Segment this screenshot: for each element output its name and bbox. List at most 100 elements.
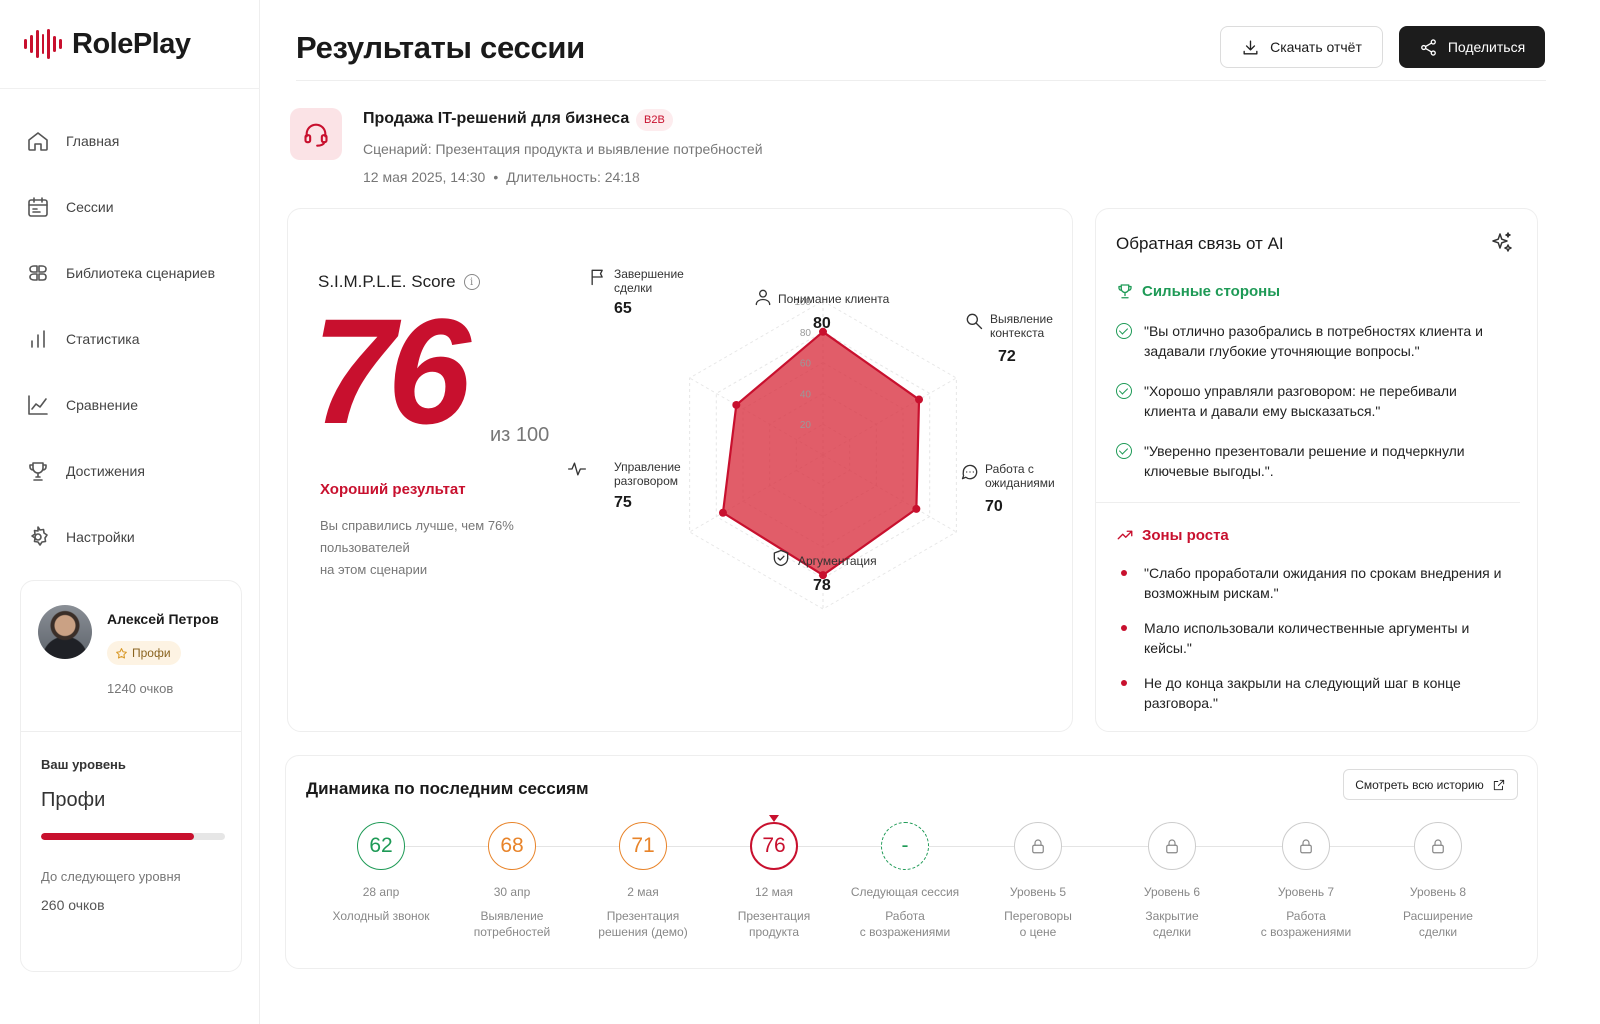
session-score-circle: 62 [357, 822, 405, 870]
timeline-name: Закрытие сделки [1145, 909, 1199, 939]
radar-tick-label: 40 [800, 389, 812, 400]
sidebar-item-statistics[interactable]: Статистика [26, 306, 246, 372]
check-circle-icon [1116, 383, 1132, 399]
timeline-node[interactable]: Уровень 7 Работа с возражениями [1231, 822, 1381, 940]
growth-heading: Зоны роста [1116, 526, 1229, 544]
level-name: Профи [41, 789, 106, 811]
growth-text: Мало использовали количественные аргумен… [1144, 620, 1470, 656]
sidebar-item-sessions[interactable]: Сессии [26, 174, 246, 240]
timeline-name: Презентация решения (демо) [598, 909, 688, 939]
session-title: Продажа IT-решений для бизнеса [363, 110, 630, 127]
level-badge: Профи [107, 641, 181, 665]
strength-text: "Уверенно презентовали решение и подчерк… [1144, 443, 1465, 479]
level-progress-fill [41, 833, 194, 840]
radar-tick-label: 60 [800, 359, 812, 370]
timeline-name: Переговоры о цене [1004, 909, 1072, 939]
download-icon [1243, 39, 1258, 55]
calendar-icon [28, 197, 48, 217]
timeline-node[interactable]: 68 30 апр Выявление потребностей [437, 822, 587, 940]
session-score-value: 76 [762, 834, 786, 857]
timeline-node[interactable]: 71 2 мая Презентация решения (демо) [568, 822, 718, 940]
growth-item: Не до конца закрыли на следующий шаг в к… [1116, 673, 1506, 713]
sidebar-item-label: Библиотека сценариев [66, 265, 216, 281]
download-report-button[interactable]: Скачать отчёт [1220, 26, 1383, 68]
session-score-value: - [901, 834, 909, 857]
radar-tick-label: 100 [794, 297, 811, 308]
library-icon [29, 265, 47, 281]
timeline-name: Работа с возражениями [859, 909, 951, 939]
user-points: 1240 очков [107, 681, 174, 696]
sidebar-item-achievements[interactable]: Достижения [26, 438, 246, 504]
session-score-value: 62 [369, 834, 393, 857]
trophy-icon [1118, 284, 1132, 299]
strengths-title: Сильные стороны [1142, 282, 1281, 300]
level-badge-label: Профи [132, 646, 171, 660]
session-meta: 12 мая 2025, 14:30 • Длительность: 24:18 [363, 169, 640, 185]
score-card [287, 208, 1073, 732]
timeline-date: Уровень 7 [1277, 885, 1335, 899]
lock-icon [1166, 839, 1178, 854]
sidebar-item-home[interactable]: Главная [26, 108, 246, 174]
timeline-node[interactable]: 76 12 мая Презентация продукта [699, 815, 849, 940]
view-history-label: Смотреть всю историю [1355, 777, 1484, 792]
sidebar-item-library[interactable]: Библиотека сценариев [26, 240, 246, 306]
share-button[interactable]: Поделиться [1399, 26, 1545, 68]
score-verdict: Хороший результат [320, 481, 466, 498]
sidebar-item-comparison[interactable]: Сравнение [26, 372, 246, 438]
view-history-button[interactable]: Смотреть всю историю [1343, 769, 1518, 800]
external-link-icon [1493, 779, 1504, 790]
lock-icon [1032, 839, 1044, 854]
timeline-date: 28 апр [362, 885, 400, 899]
session-tag: B2B [636, 109, 673, 131]
feedback-title: Обратная связь от AI [1116, 234, 1284, 253]
timeline-node[interactable]: 62 28 апр Холодный звонок [306, 822, 456, 924]
sidebar-item-label: Главная [66, 133, 120, 149]
sparkle-icon [1490, 231, 1514, 255]
home-icon [28, 132, 48, 151]
session-score-value: 68 [500, 834, 524, 857]
check-circle-icon [1116, 443, 1132, 459]
locked-level-circle [1014, 822, 1062, 870]
session-date: 12 мая 2025, 14:30 [363, 169, 486, 185]
radar-axis-label: Выявление контекста [990, 312, 1053, 340]
radar-tick-label: 20 [800, 420, 812, 431]
profile-card: Алексей Петров Профи 1240 очков Ваш уров… [20, 580, 242, 972]
avatar[interactable] [38, 605, 92, 659]
search-icon [964, 311, 984, 331]
radar-data-point [915, 395, 924, 404]
timeline-name: Работа с возражениями [1260, 909, 1352, 939]
strength-text: "Хорошо управляли разговором: не перебив… [1144, 383, 1457, 419]
feedback-card [1095, 208, 1538, 732]
sidebar-item-settings[interactable]: Настройки [26, 504, 246, 570]
user-icon [753, 287, 773, 307]
growth-title: Зоны роста [1142, 526, 1229, 544]
radar-axis-value: 75 [614, 494, 632, 511]
radar-axis-value: 80 [813, 315, 831, 332]
session-score-circle: 68 [488, 822, 536, 870]
radar-axis-label: Работа с ожиданиями [985, 462, 1055, 490]
locked-level-circle [1282, 822, 1330, 870]
timeline-node[interactable]: Уровень 5 Переговоры о цене [963, 822, 1113, 940]
chat-icon [960, 462, 980, 482]
bar-chart-icon [31, 330, 45, 348]
trophy-icon [29, 462, 47, 481]
timeline-node[interactable]: Уровень 8 Расширение сделки [1363, 822, 1513, 940]
radar-data-point [819, 571, 827, 580]
radar-axis-value: 78 [813, 577, 831, 594]
sidebar: RolePlay Главная Сессии Библиотека сцена… [0, 0, 260, 1024]
gear-icon [31, 526, 48, 546]
bullet-icon [1116, 563, 1132, 603]
app-logo[interactable]: RolePlay [24, 26, 191, 62]
radar-grid-ring [689, 300, 957, 610]
sidebar-nav: Главная Сессии Библиотека сценариев Стат… [26, 108, 246, 570]
timeline-node[interactable]: - Следующая сессия Работа с возражениями [830, 822, 980, 940]
current-marker-icon [769, 815, 779, 822]
timeline-node[interactable]: Уровень 6 Закрытие сделки [1097, 822, 1247, 940]
info-icon[interactable]: i [463, 274, 480, 290]
level-label: Ваш уровень [41, 757, 126, 772]
pulse-icon [567, 459, 587, 479]
radar-data-point [819, 327, 827, 336]
radar-axis-value: 72 [998, 348, 1016, 365]
radar-axis-value: 65 [614, 300, 632, 317]
locked-level-circle [1414, 822, 1462, 870]
